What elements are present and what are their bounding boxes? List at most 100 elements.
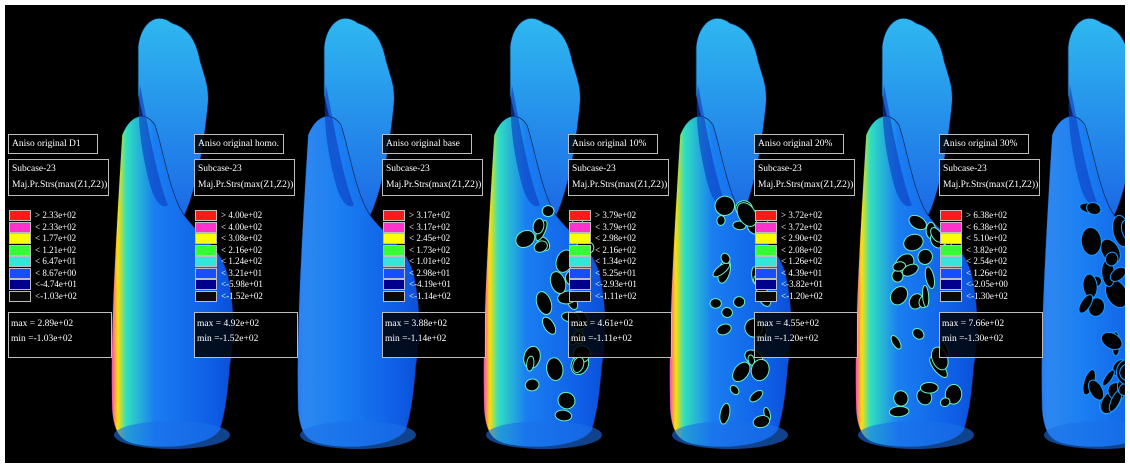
- legend-swatch: [9, 221, 31, 233]
- max-min-box: max = 4.55e+02 min =-1.20e+02: [754, 312, 858, 358]
- legend-swatch: [383, 256, 405, 267]
- max-value: max = 4.61e+02: [571, 319, 634, 329]
- max-min-box: max = 4.61e+02 min =-1.11e+02: [568, 312, 672, 358]
- color-legend: > 3.79e+02 < 3.79e+02 < 2.98e+02 < 2.16e+02…: [568, 210, 672, 306]
- quantity-label: Maj.Pr.Strs(max(Z1,Z2)): [198, 179, 294, 190]
- neck-region: [510, 85, 540, 207]
- legend-label: < 1.26e+02: [966, 267, 1008, 278]
- legend-label: < 1.26e+02: [781, 256, 823, 266]
- max-min-box: max = 3.88e+02 min =-1.14e+02: [382, 312, 486, 358]
- legend-swatch: [940, 233, 962, 244]
- subcase-box: Subcase-23 Maj.Pr.Strs(max(Z1,Z2)): [754, 159, 855, 196]
- legend-label: < 1.77e+02: [35, 233, 77, 243]
- quantity-label: Maj.Pr.Strs(max(Z1,Z2)): [572, 179, 668, 190]
- neck-region: [138, 85, 168, 207]
- legend-swatch: [755, 233, 777, 244]
- legend-swatch: [569, 210, 591, 221]
- legend-swatch: [940, 210, 962, 221]
- quantity-label: Maj.Pr.Strs(max(Z1,Z2)): [758, 179, 854, 190]
- legend-label: <-1.03e+02: [35, 290, 77, 301]
- legend-label: < 4.39e+01: [781, 267, 823, 278]
- fe-model-4: [658, 5, 848, 463]
- legend-swatch: [755, 267, 777, 279]
- quantity-label: Maj.Pr.Strs(max(Z1,Z2)): [943, 179, 1039, 190]
- subcase-box: Subcase-23 Maj.Pr.Strs(max(Z1,Z2)): [194, 159, 295, 196]
- neck-region: [324, 85, 354, 207]
- subcase-label: Subcase-23: [572, 164, 616, 174]
- panel-title: Aniso original base: [382, 134, 472, 154]
- legend-swatch: [940, 290, 962, 302]
- legend-label: <-1.30e+02: [966, 290, 1008, 301]
- subcase-label: Subcase-23: [758, 164, 802, 174]
- subcase-box: Subcase-23 Maj.Pr.Strs(max(Z1,Z2)): [382, 159, 483, 196]
- base-ellipse: [300, 421, 416, 449]
- max-min-box: max = 7.66e+02 min =-1.30e+02: [939, 312, 1043, 358]
- fe-model-6: [1030, 5, 1125, 463]
- min-value: min =-1.14e+02: [385, 333, 447, 344]
- legend-label: <-1.14e+02: [409, 290, 451, 301]
- legend-swatch: [940, 244, 962, 256]
- legend-label: < 2.08e+02: [781, 244, 823, 255]
- min-value: min =-1.30e+02: [942, 333, 1004, 344]
- legend-swatch: [569, 256, 591, 267]
- legend-label: < 3.72e+02: [781, 221, 823, 232]
- max-min-box: max = 4.92e+02 min =-1.52e+02: [194, 312, 298, 358]
- legend-swatch: [383, 244, 405, 256]
- legend-label: < 3.08e+02: [221, 233, 263, 243]
- legend-swatch: [755, 256, 777, 267]
- legend-label: > 2.33e+02: [35, 210, 77, 220]
- legend-label: <-2.93e+01: [595, 279, 637, 289]
- legend-swatch: [9, 210, 31, 221]
- legend-label: > 3.17e+02: [409, 210, 451, 220]
- contour-plot-canvas: Aniso original D1 Subcase-23 Maj.Pr.Strs(m…: [5, 5, 1125, 463]
- subcase-box: Subcase-23 Maj.Pr.Strs(max(Z1,Z2)): [939, 159, 1040, 196]
- legend-label: < 2.90e+02: [781, 233, 823, 243]
- legend-label: < 1.34e+02: [595, 256, 637, 266]
- base-ellipse: [858, 421, 974, 449]
- base-ellipse: [1044, 421, 1125, 449]
- legend-label: < 2.45e+02: [409, 233, 451, 243]
- legend-label: <-4.19e+01: [409, 279, 451, 289]
- legend-label: < 3.17e+02: [409, 221, 451, 232]
- base-ellipse: [114, 421, 230, 449]
- subcase-box: Subcase-23 Maj.Pr.Strs(max(Z1,Z2)): [8, 159, 109, 196]
- fe-model-2: [286, 5, 476, 463]
- subcase-box: Subcase-23 Maj.Pr.Strs(max(Z1,Z2)): [568, 159, 669, 196]
- legend-swatch: [9, 233, 31, 244]
- subcase-label: Subcase-23: [943, 164, 987, 174]
- neck-region: [696, 85, 726, 207]
- legend-swatch: [569, 233, 591, 244]
- legend-label: < 2.16e+02: [221, 244, 263, 255]
- quantity-label: Maj.Pr.Strs(max(Z1,Z2)): [12, 179, 108, 190]
- legend-label: < 5.10e+02: [966, 233, 1008, 243]
- legend-label: <-2.05e+00: [966, 279, 1008, 289]
- max-value: max = 3.88e+02: [385, 319, 448, 329]
- legend-swatch: [195, 233, 217, 244]
- legend-swatch: [9, 279, 31, 290]
- legend-label: < 5.25e+01: [595, 267, 637, 278]
- legend-label: < 1.21e+02: [35, 244, 77, 255]
- legend-swatch: [195, 256, 217, 267]
- legend-label: < 2.33e+02: [35, 221, 77, 232]
- root-shape: [297, 116, 420, 448]
- legend-swatch: [195, 244, 217, 256]
- legend-swatch: [195, 290, 217, 302]
- neck-region: [882, 85, 912, 207]
- legend-label: <-1.11e+02: [595, 290, 637, 301]
- color-legend: > 2.33e+02 < 2.33e+02 < 1.77e+02 < 1.21e+02…: [8, 210, 112, 306]
- legend-label: < 4.00e+02: [221, 221, 263, 232]
- legend-label: > 3.79e+02: [595, 210, 637, 220]
- subcase-label: Subcase-23: [12, 164, 56, 174]
- legend-swatch: [383, 290, 405, 302]
- panel-title: Aniso original 10%: [568, 134, 658, 154]
- legend-swatch: [569, 244, 591, 256]
- legend-swatch: [755, 244, 777, 256]
- trabecular-voids: [888, 214, 963, 418]
- panel-title: Aniso original homo.: [194, 134, 284, 154]
- legend-swatch: [569, 267, 591, 279]
- base-ellipse: [486, 421, 602, 449]
- panel-title: Aniso original D1: [8, 134, 98, 154]
- legend-label: < 6.38e+02: [966, 221, 1008, 232]
- legend-label: < 2.98e+01: [409, 267, 451, 278]
- fe-model-5: [844, 5, 1034, 463]
